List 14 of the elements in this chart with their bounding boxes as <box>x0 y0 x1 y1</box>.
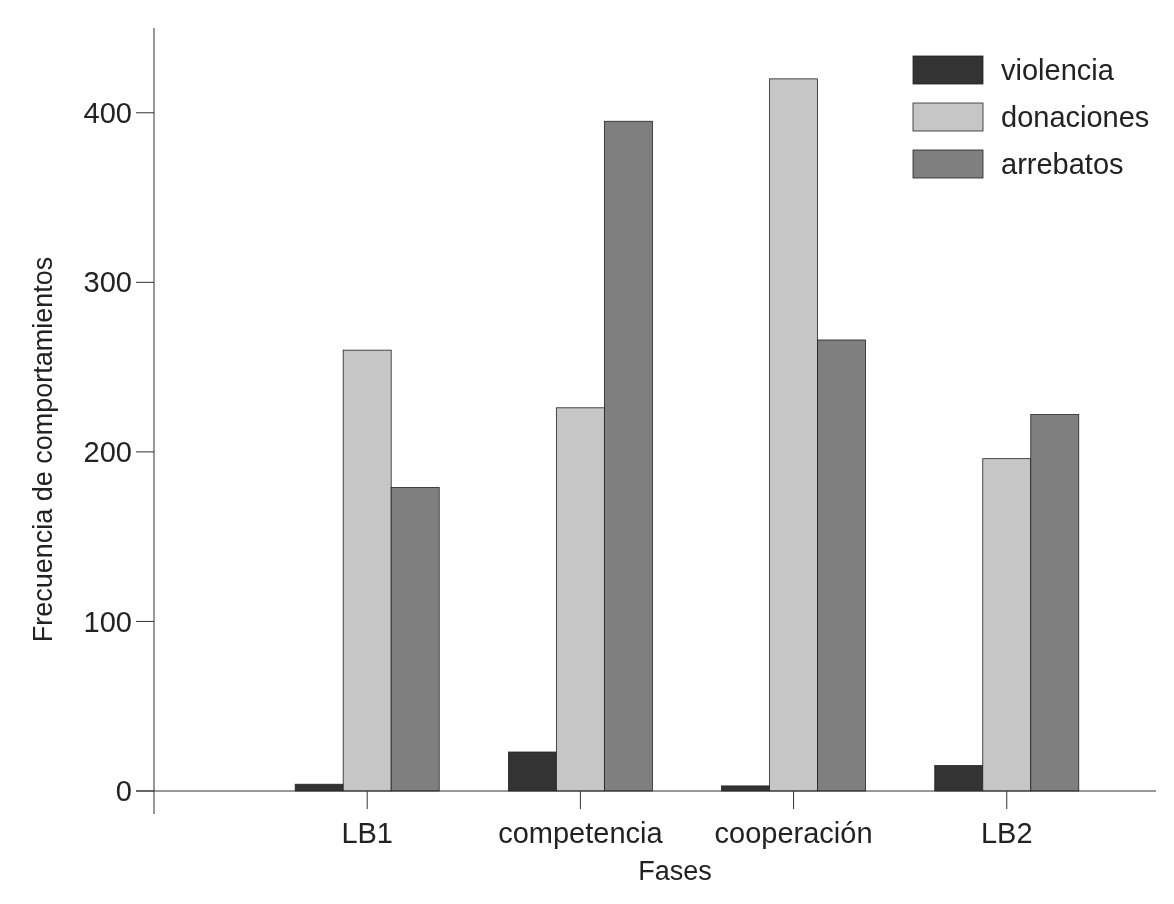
y-tick-label: 400 <box>83 96 132 129</box>
x-tick-label: competencia <box>498 817 664 849</box>
y-tick-label: 300 <box>83 266 132 299</box>
x-tick-label: LB1 <box>341 817 393 849</box>
x-tick-label: LB2 <box>980 817 1033 849</box>
legend-label: arrebatos <box>1001 148 1124 181</box>
y-tick-label: 0 <box>115 775 132 808</box>
legend-label: violencia <box>1001 54 1115 87</box>
x-tick-label: cooperación <box>714 817 873 849</box>
x-axis-title: Fases <box>638 856 712 886</box>
y-tick-label: 200 <box>83 436 132 469</box>
y-axis-title: Frecuencia de comportamientos <box>28 256 58 643</box>
y-tick-label: 100 <box>83 605 132 638</box>
legend-label: donaciones <box>1001 101 1150 134</box>
